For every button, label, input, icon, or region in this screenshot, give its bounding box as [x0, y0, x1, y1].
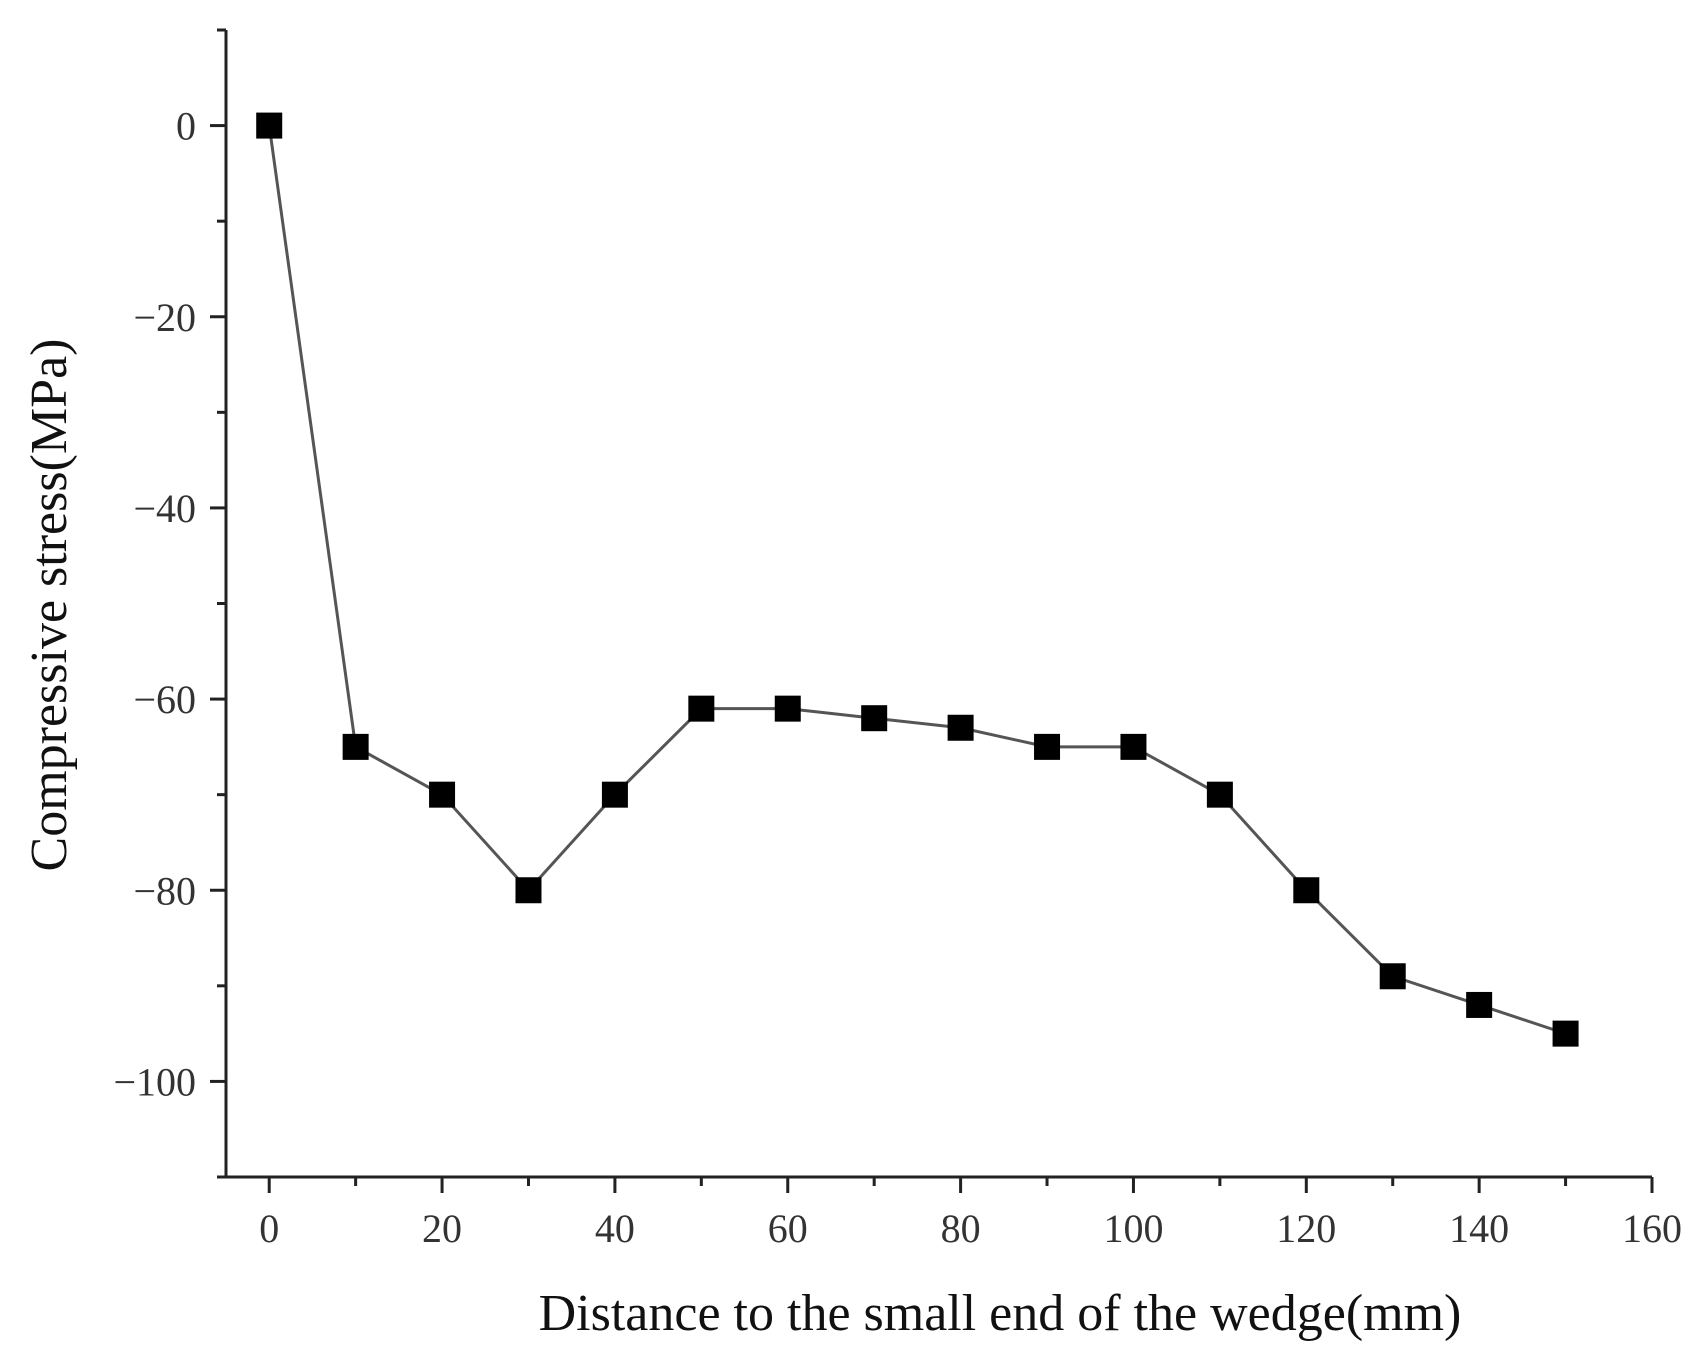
data-point-marker: [256, 112, 283, 139]
data-point-marker: [1552, 1020, 1579, 1047]
x-tick-label: 0: [259, 1206, 279, 1251]
data-point-marker: [342, 733, 369, 760]
data-point-marker: [1379, 963, 1406, 990]
data-point-marker: [1120, 733, 1147, 760]
y-tick-label: −60: [133, 677, 196, 722]
data-point-marker: [601, 781, 628, 808]
y-axis-title: Compressive stress(MPa): [21, 339, 78, 872]
x-axis-title: Distance to the small end of the wedge(m…: [539, 1285, 1462, 1342]
x-tick-label: 60: [768, 1206, 808, 1251]
data-point-marker: [947, 714, 974, 741]
y-tick-label: −20: [133, 295, 196, 340]
data-series: [256, 112, 1579, 1047]
y-tick-label: −40: [133, 486, 196, 531]
x-tick-label: 40: [595, 1206, 635, 1251]
y-tick-label: 0: [176, 104, 196, 149]
ticks: 0 20 40 60 80 100 120 140 160 0 −20 −40 −60 −80 −100: [113, 28, 1682, 1251]
x-tick-label: 20: [422, 1206, 462, 1251]
data-point-marker: [861, 705, 888, 732]
data-point-marker: [774, 695, 801, 722]
data-point-marker: [688, 695, 715, 722]
y-tick-label: −80: [133, 868, 196, 913]
x-tick-label: 140: [1449, 1206, 1509, 1251]
x-tick-label: 100: [1103, 1206, 1163, 1251]
axes: [224, 30, 1652, 1179]
x-tick-label: 160: [1622, 1206, 1682, 1251]
data-point-marker: [429, 781, 456, 808]
series-line: [267, 125, 1567, 1036]
x-tick-label: 80: [941, 1206, 981, 1251]
data-point-marker: [1293, 877, 1320, 904]
data-point-marker: [515, 877, 542, 904]
y-tick-label: −100: [113, 1059, 196, 1104]
data-point-marker: [1034, 733, 1061, 760]
x-tick-label: 120: [1276, 1206, 1336, 1251]
data-point-marker: [1466, 991, 1493, 1018]
data-point-marker: [1206, 781, 1233, 808]
